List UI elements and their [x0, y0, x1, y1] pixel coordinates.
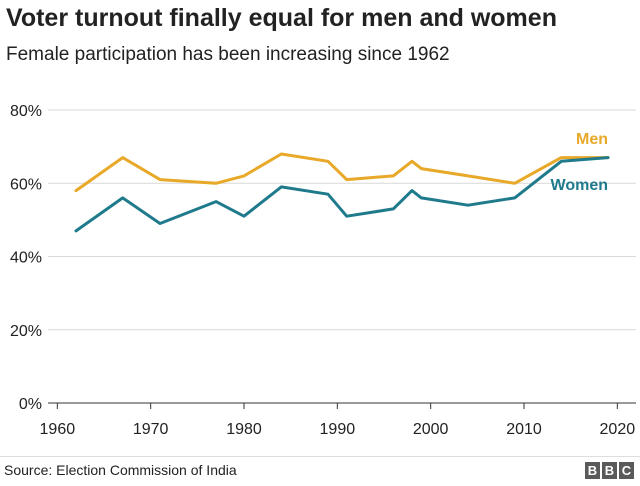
y-tick-label: 40%: [10, 250, 42, 267]
line-chart: 0% 20% 40% 60% 80% 1960 1970 1980 1990 2000 2010 20…: [10, 103, 636, 438]
x-tick-label: 2010: [506, 421, 542, 438]
series-line-men: [74, 152, 610, 193]
series-label-women: Women: [551, 177, 608, 194]
x-tick-label: 1970: [133, 421, 169, 438]
x-tick-label: 1960: [40, 421, 76, 438]
logo-letter: C: [619, 462, 634, 479]
x-tick-label: 1980: [226, 421, 262, 438]
y-tick-label: 20%: [10, 323, 42, 340]
source-note: Source: Election Commission of India: [4, 462, 237, 478]
y-tick-label: 80%: [10, 103, 42, 120]
series-label-men: Men: [576, 131, 608, 148]
bbc-logo: B B C: [585, 462, 634, 479]
y-tick-label: 60%: [10, 176, 42, 193]
chart-subtitle: Female participation has been increasing…: [6, 44, 450, 65]
y-tick-label: 0%: [19, 396, 42, 413]
chart-title: Voter turnout finally equal for men and …: [6, 4, 557, 32]
logo-letter: B: [602, 462, 617, 479]
series-line-women: [74, 156, 610, 233]
x-tick-label: 2000: [413, 421, 449, 438]
footer-divider: [0, 456, 640, 486]
x-tick-label: 2020: [600, 421, 636, 438]
logo-letter: B: [585, 462, 600, 479]
x-tick-label: 1990: [320, 421, 356, 438]
